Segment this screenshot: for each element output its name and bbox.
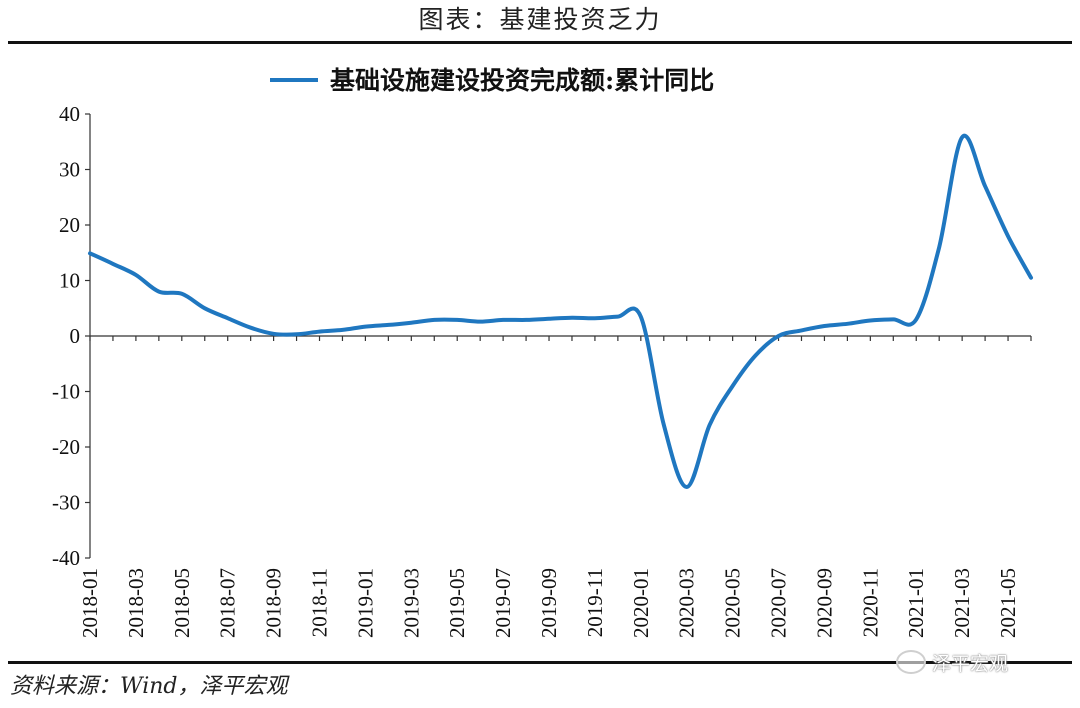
x-tick-label: 2019-09 (537, 568, 561, 638)
y-tick-label: 0 (70, 324, 81, 348)
x-tick-label: 2018-11 (308, 568, 332, 637)
y-tick-label: 10 (59, 269, 80, 293)
x-tick-label: 2018-01 (78, 568, 102, 638)
x-tick-label: 2019-05 (445, 568, 469, 638)
y-tick-label: -40 (52, 546, 80, 570)
y-tick-label: -10 (52, 380, 80, 404)
y-tick-label: 40 (59, 102, 80, 126)
bottom-rule (8, 661, 1072, 664)
top-rule (8, 41, 1072, 44)
x-tick-label: 2018-03 (124, 568, 148, 638)
x-tick-label: 2020-05 (721, 568, 745, 638)
x-tick-label: 2018-05 (170, 568, 194, 638)
source-note: 资料来源：Wind，泽平宏观 (10, 674, 288, 699)
x-tick-label: 2021-05 (996, 568, 1020, 638)
figure-title: 图表：基建投资乏力 (418, 5, 662, 34)
x-tick-label: 2019-03 (399, 568, 423, 638)
axes (85, 113, 1032, 559)
series-line (88, 133, 1033, 489)
x-tick-labels: 2018-01 2018-03 2018-05 2018-07 2018-09 2018-… (78, 568, 1020, 638)
watermark-text: 泽平宏观 (932, 652, 1009, 675)
x-tick-label: 2020-11 (858, 568, 882, 637)
watermark: 泽平宏观 (896, 648, 1008, 676)
x-tick-label: 2019-07 (491, 568, 515, 638)
x-tick-label: 2020-01 (629, 568, 653, 638)
y-tick-label: -20 (52, 435, 80, 459)
x-tick-label: 2020-09 (812, 568, 836, 638)
line-chart: 基础设施建设投资完成额:累计同比 40 30 20 10 0 -10 -20 -30 -40 2… (52, 66, 1033, 638)
y-tick-label: 20 (59, 213, 80, 237)
x-tick-label: 2018-09 (262, 568, 286, 638)
y-tick-label: 30 (59, 158, 80, 182)
legend: 基础设施建设投资完成额:累计同比 (270, 66, 714, 95)
legend-label: 基础设施建设投资完成额:累计同比 (330, 66, 714, 95)
x-tick-label: 2019-11 (583, 568, 607, 637)
series-layer (88, 133, 1033, 489)
x-tick-label: 2019-01 (353, 568, 377, 638)
y-tick-labels: 40 30 20 10 0 -10 -20 -30 -40 (52, 102, 80, 570)
x-tick-label: 2020-03 (675, 568, 699, 638)
wechat-icon (896, 650, 926, 674)
x-tick-label: 2018-07 (216, 568, 240, 638)
y-tick-label: -30 (52, 491, 80, 515)
x-tick-label: 2021-03 (950, 568, 974, 638)
x-tick-label: 2021-01 (904, 568, 928, 638)
x-tick-label: 2020-07 (767, 568, 791, 638)
